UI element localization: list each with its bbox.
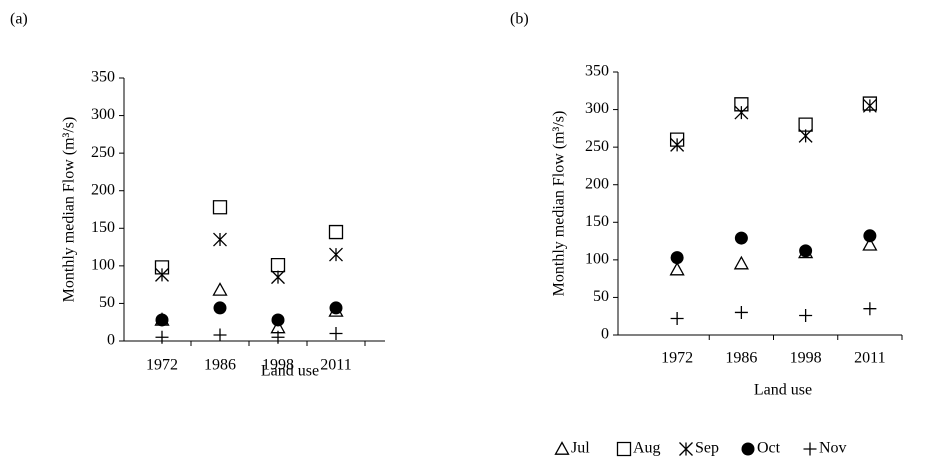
- legend-label: Sep: [695, 440, 719, 457]
- y-tick-label: 200: [585, 175, 609, 192]
- y-tick-label: 150: [585, 213, 609, 230]
- y-tick-label: 150: [91, 219, 115, 236]
- point: [670, 137, 685, 152]
- point: [798, 128, 813, 143]
- y-tick-label: 350: [91, 69, 115, 86]
- point: [734, 305, 748, 319]
- y-tick-label: 250: [585, 138, 609, 155]
- point: [862, 98, 877, 113]
- y-axis-label: Monthly median Flow (m³/s): [551, 111, 568, 297]
- point: [669, 261, 685, 276]
- y-tick-label: 50: [99, 294, 115, 311]
- legend-label: Aug: [633, 440, 661, 457]
- point: [863, 302, 877, 316]
- point: [798, 117, 813, 132]
- legend-marker: [616, 441, 632, 457]
- point: [213, 301, 227, 315]
- y-tick-label: 50: [593, 288, 609, 305]
- point: [213, 328, 227, 342]
- point: [329, 247, 343, 262]
- legend-marker: [803, 442, 817, 456]
- y-tick-label: 100: [91, 257, 115, 274]
- point: [863, 229, 877, 243]
- legend-marker: [679, 442, 693, 456]
- point: [329, 326, 343, 340]
- y-tick-label: 300: [585, 100, 609, 117]
- legend-label: Oct: [757, 440, 781, 457]
- y-axis-label: Monthly median Flow (m³/s): [61, 117, 78, 303]
- point: [329, 301, 343, 315]
- y-tick-label: 250: [91, 144, 115, 161]
- point: [328, 224, 344, 240]
- x-tick-label: 2011: [854, 350, 885, 367]
- y-tick-label: 350: [585, 63, 609, 80]
- point: [734, 105, 749, 120]
- x-axis-label: Land use: [261, 363, 319, 380]
- point: [270, 257, 286, 273]
- point: [733, 255, 749, 270]
- chart-title: (a): [10, 11, 28, 28]
- x-tick-label: 1986: [204, 357, 236, 374]
- point: [271, 270, 285, 285]
- point: [155, 267, 169, 282]
- x-axis-label: Land use: [754, 382, 812, 399]
- point: [271, 313, 285, 327]
- legend-marker: [554, 441, 570, 455]
- point: [862, 96, 878, 111]
- point: [155, 330, 169, 344]
- x-tick-label: 1986: [725, 350, 757, 367]
- point: [212, 282, 228, 296]
- chart-title: (b): [510, 11, 529, 28]
- point: [154, 260, 170, 275]
- point: [213, 232, 227, 247]
- point: [212, 200, 228, 215]
- point: [734, 231, 748, 245]
- y-tick-label: 0: [107, 332, 115, 349]
- point: [155, 313, 169, 327]
- point: [271, 330, 285, 344]
- x-tick-label: 1972: [661, 350, 693, 367]
- point: [862, 236, 878, 251]
- x-tick-label: 1998: [262, 357, 294, 374]
- legend-label: Jul: [571, 440, 590, 457]
- y-tick-label: 0: [601, 326, 609, 343]
- point: [799, 244, 813, 258]
- point: [670, 251, 684, 265]
- x-tick-label: 1998: [790, 350, 822, 367]
- y-tick-label: 100: [585, 251, 609, 268]
- point: [799, 308, 813, 322]
- x-tick-label: 2011: [320, 357, 351, 374]
- point: [670, 311, 684, 325]
- point: [669, 132, 685, 147]
- y-tick-label: 300: [91, 106, 115, 123]
- legend-label: Nov: [819, 440, 847, 457]
- y-tick-label: 200: [91, 181, 115, 198]
- x-tick-label: 1972: [146, 357, 178, 374]
- legend-marker: [741, 442, 755, 456]
